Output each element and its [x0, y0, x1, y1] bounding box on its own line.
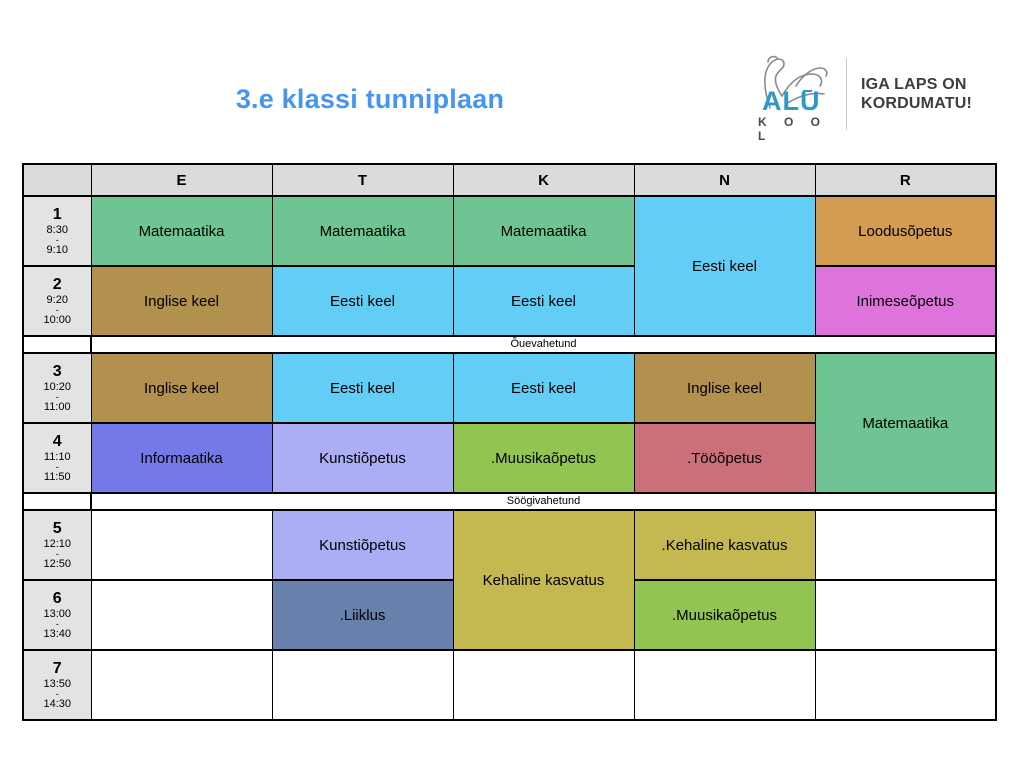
day-header-e: E [90, 163, 273, 197]
outdoor-break-label: Õuevahetund [90, 335, 997, 354]
lesson-cell: Kunstiõpetus [271, 509, 454, 581]
header-row: E T K N R [22, 163, 997, 197]
logo-divider [846, 58, 847, 130]
lesson-cell: .Muusikaõpetus [633, 579, 816, 651]
timetable: E T K N R 1 8:30 - 9:10 Matemaatika Mate… [22, 163, 997, 721]
period-3-row: 3 10:20 - 11:00 Inglise keel Eesti keel … [22, 352, 997, 494]
logo-alu-text: ALU [762, 86, 821, 116]
lesson-cell: Eesti keel [271, 265, 454, 337]
lesson-cell: .Liiklus [271, 579, 454, 651]
empty-cell [452, 649, 635, 721]
lesson-cell: Matemaatika [814, 352, 997, 494]
period-1-row: 1 8:30 - 9:10 Matemaatika Matemaatika Ma… [22, 195, 997, 337]
corner-cell [22, 163, 92, 197]
lesson-cell: Kunstiõpetus [271, 422, 454, 494]
empty-cell [633, 649, 816, 721]
empty-cell [90, 649, 273, 721]
period-2-time: 2 9:20 - 10:00 [22, 265, 92, 337]
empty-cell [90, 579, 273, 651]
lesson-cell: Matemaatika [271, 195, 454, 267]
period-6-time: 6 13:00 - 13:40 [22, 579, 92, 651]
break-time-cell [22, 335, 92, 354]
empty-cell [90, 509, 273, 581]
timetable-table: E T K N R 1 8:30 - 9:10 Matemaatika Mate… [22, 163, 997, 721]
day-header-r: R [814, 163, 997, 197]
period-6-row: 6 13:00 - 13:40 .Liiklus .Muusikaõpetus [22, 579, 997, 651]
lesson-cell: Loodusõpetus [814, 195, 997, 267]
school-logo: ALU K O O L IGA LAPS ON KORDUMATU! [748, 52, 972, 143]
day-header-k: K [452, 163, 635, 197]
lesson-cell: Informaatika [90, 422, 273, 494]
page-title: 3.e klassi tunniplaan [235, 84, 505, 114]
period-7-time: 7 13:50 - 14:30 [22, 649, 92, 721]
lesson-cell: Inglise keel [90, 352, 273, 424]
period-2-row: 2 9:20 - 10:00 Inglise keel Eesti keel E… [22, 265, 997, 337]
lesson-cell: Eesti keel [452, 352, 635, 424]
lesson-cell: Kehaline kasvatus [452, 509, 635, 651]
logo-kool-text: K O O L [758, 115, 828, 143]
lesson-cell: .Tööõpetus [633, 422, 816, 494]
outdoor-break-row: Õuevahetund [22, 335, 997, 354]
lesson-cell: .Muusikaõpetus [452, 422, 635, 494]
tagline-line-2: KORDUMATU! [861, 95, 973, 112]
lunch-break-row: Söögivahetund [22, 492, 997, 511]
period-4-time: 4 11:10 - 11:50 [22, 422, 92, 494]
lesson-cell: .Kehaline kasvatus [633, 509, 816, 581]
lesson-cell: Inglise keel [633, 352, 816, 424]
break-time-cell [22, 492, 92, 511]
lesson-cell: Matemaatika [90, 195, 273, 267]
logo-tagline: IGA LAPS ON KORDUMATU! [861, 75, 972, 113]
period-7-row: 7 13:50 - 14:30 [22, 649, 997, 721]
tagline-line-1: IGA LAPS ON [861, 75, 967, 93]
period-5-time: 5 12:10 - 12:50 [22, 509, 92, 581]
empty-cell [271, 649, 454, 721]
lesson-cell: Eesti keel [452, 265, 635, 337]
lesson-cell: Matemaatika [452, 195, 635, 267]
empty-cell [814, 649, 997, 721]
logo-mark: ALU K O O L [748, 52, 840, 143]
lesson-cell: Eesti keel [633, 195, 816, 337]
day-header-t: T [271, 163, 454, 197]
period-5-row: 5 12:10 - 12:50 Kunstiõpetus Kehaline ka… [22, 509, 997, 651]
lesson-cell: Eesti keel [271, 352, 454, 424]
lesson-cell: Inglise keel [90, 265, 273, 337]
day-header-n: N [633, 163, 816, 197]
empty-cell [814, 509, 997, 581]
empty-cell [814, 579, 997, 651]
lunch-break-label: Söögivahetund [90, 492, 997, 511]
period-4-row: 4 11:10 - 11:50 Informaatika Kunstiõpetu… [22, 422, 996, 494]
period-1-time: 1 8:30 - 9:10 [22, 195, 92, 267]
lesson-cell: Inimeseõpetus [814, 265, 997, 337]
period-3-time: 3 10:20 - 11:00 [22, 352, 92, 424]
